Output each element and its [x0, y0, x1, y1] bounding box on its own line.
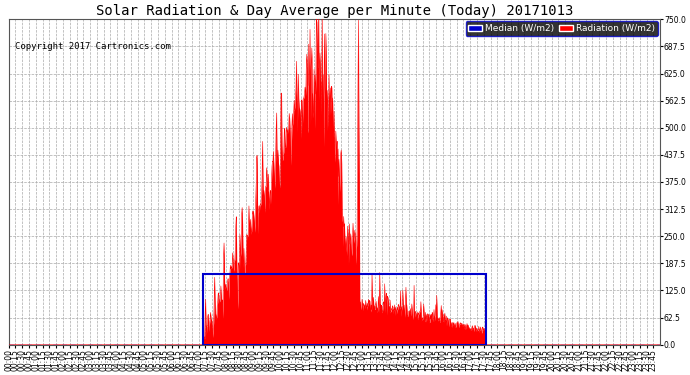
Text: Copyright 2017 Cartronics.com: Copyright 2017 Cartronics.com: [15, 42, 171, 51]
Bar: [204, 274, 486, 345]
Title: Solar Radiation & Day Average per Minute (Today) 20171013: Solar Radiation & Day Average per Minute…: [95, 4, 573, 18]
Legend: Median (W/m2), Radiation (W/m2): Median (W/m2), Radiation (W/m2): [466, 21, 658, 36]
